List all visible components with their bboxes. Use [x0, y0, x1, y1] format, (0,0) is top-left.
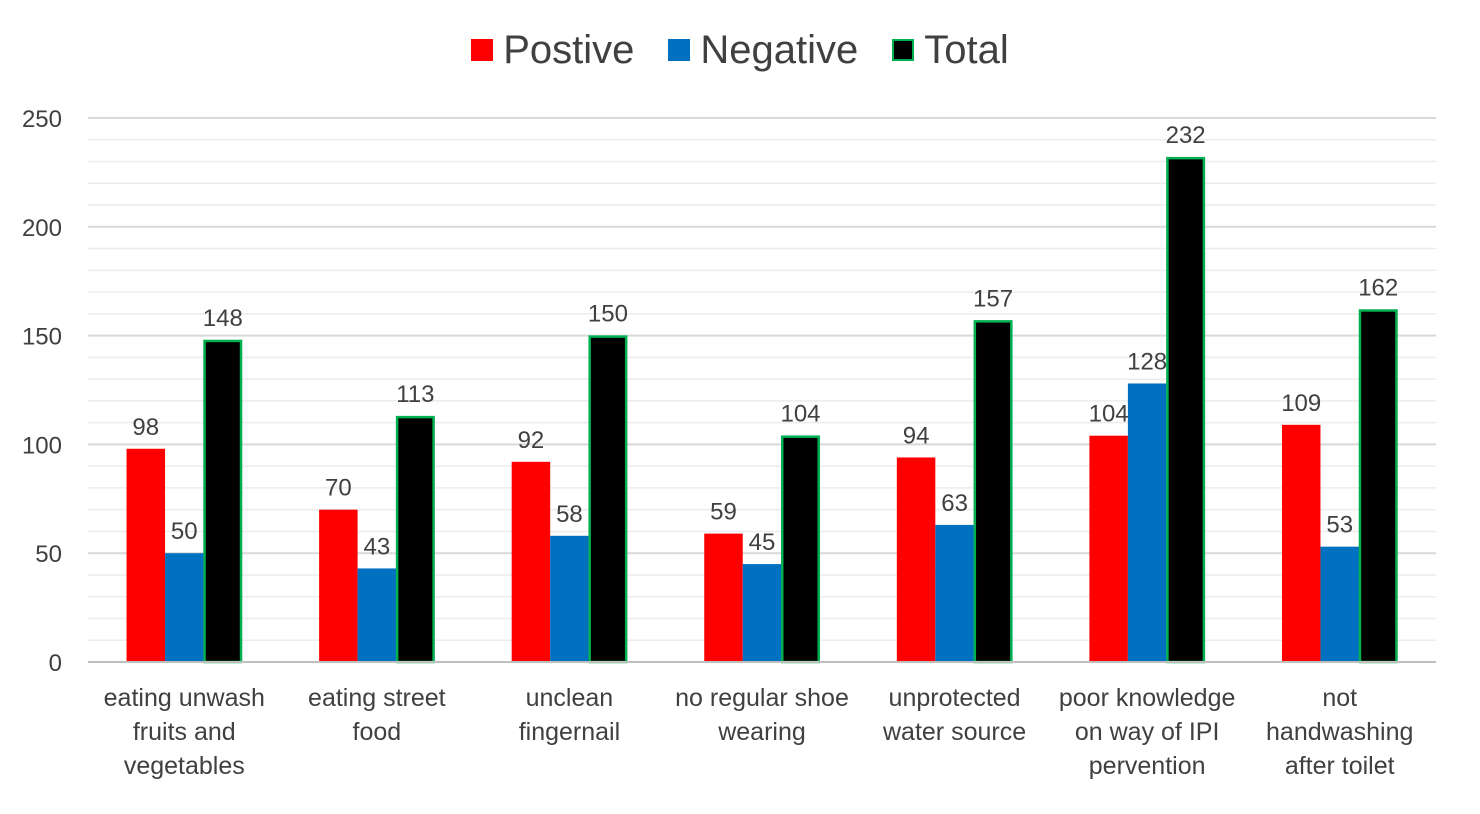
x-category-label: unprotected water source [882, 684, 1026, 746]
x-category-label-line: water source [882, 718, 1026, 746]
bar-postive [1281, 424, 1321, 662]
y-tick-label: 100 [22, 432, 62, 459]
y-tick-label: 0 [49, 650, 62, 677]
data-label-postive: 70 [325, 475, 352, 502]
x-category-label-line: unprotected [889, 684, 1021, 712]
data-label-total: 113 [396, 381, 434, 408]
bar-negative [935, 524, 974, 662]
x-category-label-line: pervention [1089, 752, 1206, 780]
x-category-label: unclean fingernail [519, 684, 620, 746]
x-category-label-line: eating unwash [104, 684, 265, 712]
bar-postive [896, 457, 936, 662]
data-label-total: 157 [973, 285, 1013, 312]
data-label-negative: 63 [941, 490, 968, 517]
bar-postive [319, 509, 358, 662]
legend-label-negative: Negative [700, 28, 859, 72]
bar-negative [357, 568, 397, 662]
x-category-label: eating street food [308, 684, 446, 746]
x-category-label-line: food [353, 718, 402, 746]
data-label-total: 232 [1166, 122, 1206, 149]
data-label-postive: 109 [1281, 390, 1321, 417]
y-tick-label: 250 [22, 106, 62, 133]
chart-legend: Postive Negative Total [0, 24, 1480, 76]
bar-postive [511, 461, 551, 662]
legend-item-postive: Postive [471, 24, 634, 76]
bar-total [1166, 156, 1206, 664]
y-tick-label: 200 [22, 215, 62, 242]
data-label-postive: 94 [903, 422, 930, 449]
x-category-label-line: on way of IPI [1075, 718, 1220, 746]
bar-negative [1320, 546, 1359, 662]
y-tick-label: 50 [35, 541, 62, 568]
bar-total [973, 320, 1013, 664]
bar-total [588, 335, 628, 664]
legend-item-negative: Negative [668, 24, 858, 76]
data-label-negative: 45 [749, 529, 776, 556]
bar-negative [1127, 383, 1167, 662]
bar-negative [165, 553, 204, 662]
x-category-label: no regular shoe wearing [675, 684, 849, 746]
bar-postive [1089, 435, 1128, 662]
bar-total [203, 339, 243, 664]
x-category-label: poor knowledge on way of IPI pervention [1059, 684, 1236, 780]
legend-item-total: Total [892, 24, 1009, 76]
bar-total [1358, 309, 1398, 664]
x-category-label-line: after toilet [1285, 752, 1395, 780]
data-label-postive: 92 [518, 427, 545, 454]
legend-label-total: Total [924, 28, 1009, 72]
bars [126, 156, 1398, 664]
legend-swatch-total [892, 39, 915, 61]
data-label-postive: 104 [1089, 401, 1129, 428]
bar-negative [550, 535, 589, 662]
data-label-negative: 50 [171, 518, 198, 545]
x-category-label-line: poor knowledge [1059, 684, 1236, 712]
grid-lines [88, 117, 1436, 641]
data-label-postive: 59 [710, 499, 737, 526]
legend-swatch-postive [471, 39, 494, 61]
legend-swatch-negative [668, 39, 691, 61]
data-label-negative: 53 [1326, 512, 1353, 539]
data-label-total: 150 [588, 301, 628, 328]
x-category-label: eating unwash fruits and vegetables [104, 684, 265, 780]
bar-total [395, 415, 435, 664]
x-category-label-line: fruits and [133, 718, 236, 746]
data-label-total: 162 [1358, 274, 1398, 301]
x-category-label-line: fingernail [519, 718, 620, 746]
x-category-label-line: handwashing [1266, 718, 1413, 746]
bar-postive [126, 448, 166, 662]
x-category-label-line: vegetables [124, 752, 245, 780]
data-label-postive: 98 [132, 414, 159, 441]
y-tick-label: 150 [22, 324, 62, 351]
data-label-negative: 43 [364, 533, 391, 560]
x-category-label: not handwashing after toilet [1266, 684, 1413, 780]
data-label-negative: 58 [556, 501, 583, 528]
x-category-label-line: eating street [308, 684, 446, 712]
x-category-label-line: no regular shoe [675, 684, 849, 712]
bar-negative [742, 564, 782, 662]
x-category-label-line: wearing [717, 718, 806, 746]
bar-postive [704, 533, 743, 662]
data-label-total: 148 [203, 305, 243, 332]
data-label-total: 104 [780, 401, 820, 428]
x-category-label-line: not [1322, 684, 1357, 712]
bar-total [781, 435, 820, 664]
axes: 0 50 100 150 200 250 eating unwash fruits and ve… [22, 106, 1436, 780]
data-label-negative: 128 [1127, 348, 1167, 375]
legend-label-postive: Postive [503, 28, 635, 72]
data-labels: 98 50 148 70 43 113 92 58 150 59 45 104 94 63 157 104 12… [132, 122, 1398, 560]
x-category-label-line: unclean [526, 684, 614, 712]
